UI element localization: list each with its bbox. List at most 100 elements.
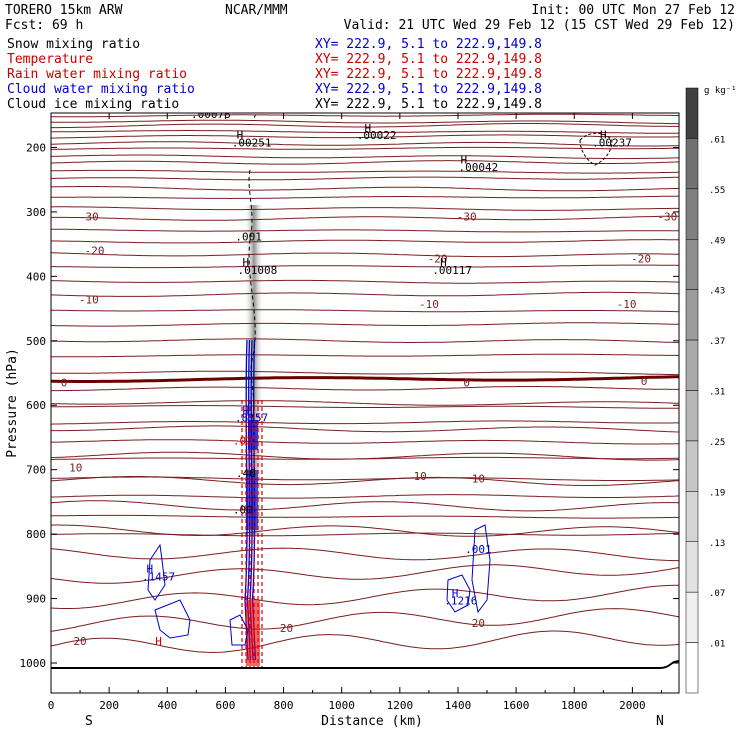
colorbar: .01 .07 .13 .19 .25 .31 .37 .43 .49 .55 .61	[685, 87, 725, 694]
cloud-water-high-marker: H	[452, 587, 459, 600]
field-label-rain: Rain water mixing ratio	[7, 67, 187, 82]
convective-features	[147, 113, 613, 668]
colorbar-swatch	[685, 239, 699, 290]
x-tick-label: 600	[215, 699, 235, 712]
snow-label: .00251	[232, 136, 272, 149]
snow-label: .00022	[357, 129, 397, 142]
isotherm	[51, 169, 679, 174]
colorbar-level-label: .55	[709, 186, 725, 196]
colorbar-swatch	[685, 642, 699, 694]
y-tick-label: 600	[26, 399, 46, 412]
isotherm	[51, 239, 679, 244]
isotherm	[51, 476, 679, 486]
colorbar-unit: g kg⁻¹	[704, 86, 737, 96]
init-time: Init: 00 UTC Mon 27 Feb 12	[532, 3, 736, 18]
snow-high-marker: H	[237, 129, 244, 142]
x-tick-label: 400	[157, 699, 177, 712]
colorbar-swatch	[685, 289, 699, 341]
isotherm	[51, 186, 679, 192]
y-tick-label: 400	[26, 270, 46, 283]
model-title: TORERO 15km ARW	[5, 3, 123, 18]
snow-high-marker: H	[460, 154, 467, 167]
y-tick-label: 300	[26, 206, 46, 219]
temperature-label: -20	[428, 252, 448, 265]
temperature-label: 20	[73, 635, 86, 648]
snow-label: .00042	[458, 161, 498, 174]
isotherm	[51, 160, 679, 165]
x-tick-label: 1600	[503, 699, 530, 712]
temperature-label: 10	[472, 473, 485, 486]
isotherm	[51, 338, 679, 343]
cloud-water-blob	[446, 574, 471, 613]
colorbar-level-label: .13	[709, 539, 725, 549]
colorbar-level-label: .49	[709, 236, 725, 246]
isotherm	[51, 400, 679, 406]
field-xy-temperature: XY= 222.9, 5.1 to 222.9,149.8	[315, 52, 542, 67]
x-tick-label: 1800	[561, 699, 588, 712]
cloud-ice-label: .00	[233, 504, 253, 517]
snow-high-marker: H	[365, 122, 372, 135]
colorbar-swatch	[685, 541, 699, 593]
x-tick-label: 800	[274, 699, 294, 712]
cloud-water-blob	[471, 524, 491, 614]
isotherm	[51, 353, 679, 358]
snow-blob	[579, 132, 613, 166]
y-tick-label: 900	[26, 593, 46, 606]
colorbar-level-label: .25	[709, 438, 725, 448]
x-tick-label: 0	[48, 699, 55, 712]
colorbar-swatch	[685, 591, 699, 643]
temperature-label: -10	[617, 298, 637, 311]
x-tick-label: 1000	[328, 699, 355, 712]
isotherm-zero	[51, 375, 679, 383]
cloud-water-blob	[229, 614, 249, 646]
field-xy-cloud-water: XY= 222.9, 5.1 to 222.9,149.8	[315, 82, 542, 97]
isotherm	[51, 494, 679, 499]
temperature-label: 10	[414, 470, 427, 483]
cloud-water-label: .8157	[235, 411, 268, 424]
rain-label: .03	[233, 435, 253, 448]
cloud-water-blob	[147, 543, 166, 601]
center-title: NCAR/MMM	[225, 3, 288, 18]
colorbar-level-label: .01	[709, 640, 725, 650]
isotherm	[51, 405, 679, 409]
temperature-label: 20	[280, 622, 293, 635]
snow-high-marker: H	[440, 256, 447, 269]
isotherm	[51, 146, 679, 150]
left-end-label: S	[85, 714, 93, 729]
isotherm	[51, 279, 679, 284]
y-tick-label: 700	[26, 464, 46, 477]
cloud-water-label: .1457	[142, 571, 175, 584]
isotherm	[51, 564, 679, 584]
temperature-label: 0	[463, 377, 470, 390]
temperature-label: -10	[79, 294, 99, 307]
isotherm	[51, 370, 679, 376]
colorbar-swatch	[685, 138, 699, 190]
colorbar-level-label: .19	[709, 488, 725, 498]
isotherm	[51, 608, 679, 632]
isotherm	[51, 119, 679, 125]
y-tick-label: 1000	[20, 657, 47, 670]
temperature-label: 0	[641, 375, 648, 388]
field-xy-rain: XY= 222.9, 5.1 to 222.9,149.8	[315, 67, 542, 82]
cloud-water-label: .1216	[444, 594, 477, 607]
snow-label: .01008	[238, 264, 278, 277]
isotherm	[51, 195, 679, 200]
colorbar-level-label: .37	[709, 337, 725, 347]
cloud-ice-label: .40	[236, 467, 256, 480]
y-tick-label: 500	[26, 335, 46, 348]
cloud-water-core	[248, 420, 258, 450]
field-label-cloud-water: Cloud water mixing ratio	[7, 82, 195, 97]
isotherm	[51, 309, 679, 313]
isotherm	[51, 176, 679, 181]
colorbar-level-label: .43	[709, 287, 725, 297]
isotherm	[51, 123, 679, 129]
snow-high-marker: H	[242, 256, 249, 269]
field-label-snow: Snow mixing ratio	[7, 37, 140, 52]
colorbar-level-label: .07	[709, 589, 725, 599]
isotherm	[51, 425, 679, 433]
isotherm	[51, 228, 679, 233]
temperature-label: -20	[85, 245, 105, 258]
cloud-water-blob	[154, 599, 191, 639]
isotherm	[51, 206, 679, 211]
